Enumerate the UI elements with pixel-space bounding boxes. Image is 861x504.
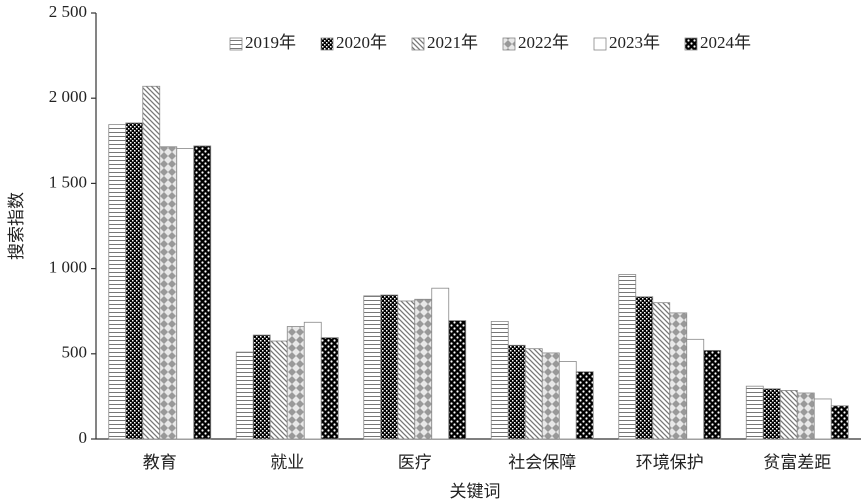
x-tick-label: 社会保障 bbox=[508, 453, 576, 472]
bar bbox=[431, 287, 450, 440]
y-tick-label: 1 000 bbox=[49, 258, 87, 277]
bar bbox=[652, 302, 671, 440]
x-tick-label: 环境保护 bbox=[636, 453, 704, 472]
bar bbox=[745, 385, 764, 440]
bar bbox=[235, 351, 254, 440]
y-tick-label: 0 bbox=[79, 428, 88, 447]
bar bbox=[159, 146, 178, 440]
y-tick-label: 1 500 bbox=[49, 172, 87, 191]
legend-label: 2020年 bbox=[336, 33, 387, 52]
x-tick-label: 医疗 bbox=[398, 453, 432, 472]
bar bbox=[142, 85, 161, 440]
bar bbox=[176, 148, 195, 440]
y-tick-label: 500 bbox=[62, 343, 88, 362]
bar bbox=[830, 405, 849, 440]
bar bbox=[618, 274, 637, 440]
bar bbox=[669, 312, 688, 440]
bar bbox=[686, 338, 705, 440]
bar bbox=[703, 349, 722, 440]
x-tick-label: 贫富差距 bbox=[763, 453, 831, 472]
legend-label: 2022年 bbox=[518, 33, 569, 52]
legend-swatch bbox=[502, 37, 516, 51]
bar bbox=[303, 321, 322, 440]
legend-swatch bbox=[229, 37, 243, 51]
bar bbox=[635, 296, 654, 440]
bar bbox=[541, 352, 560, 440]
bar bbox=[125, 122, 144, 440]
legend-swatch bbox=[411, 37, 425, 51]
bar bbox=[397, 300, 416, 440]
legend-label: 2024年 bbox=[700, 33, 751, 52]
legend-label: 2023年 bbox=[609, 33, 660, 52]
bar bbox=[490, 321, 509, 440]
x-tick-label: 教育 bbox=[143, 453, 177, 472]
y-tick-label: 2 500 bbox=[49, 2, 87, 21]
bar bbox=[779, 390, 798, 440]
bar bbox=[252, 334, 271, 440]
bar bbox=[448, 320, 467, 440]
legend-swatch bbox=[684, 37, 698, 51]
legend-label: 2021年 bbox=[427, 33, 478, 52]
bar bbox=[762, 388, 781, 440]
bar bbox=[193, 145, 212, 440]
bar bbox=[575, 371, 594, 440]
x-axis-title: 关键词 bbox=[450, 482, 501, 501]
bar bbox=[269, 340, 288, 440]
bar bbox=[108, 124, 127, 440]
bar bbox=[524, 348, 543, 440]
y-tick-label: 2 000 bbox=[49, 87, 87, 106]
legend-label: 2019年 bbox=[245, 33, 296, 52]
bar bbox=[320, 337, 339, 440]
bar bbox=[414, 298, 433, 440]
bar bbox=[813, 398, 832, 440]
y-axis-title: 搜索指数 bbox=[7, 192, 26, 260]
legend-swatch bbox=[320, 37, 334, 51]
bar bbox=[558, 361, 577, 440]
bar bbox=[380, 294, 399, 440]
x-tick-label: 就业 bbox=[270, 453, 304, 472]
bar bbox=[796, 392, 815, 440]
legend-swatch bbox=[593, 37, 607, 51]
bar bbox=[286, 326, 305, 440]
bar bbox=[363, 295, 382, 440]
bar bbox=[507, 344, 526, 440]
